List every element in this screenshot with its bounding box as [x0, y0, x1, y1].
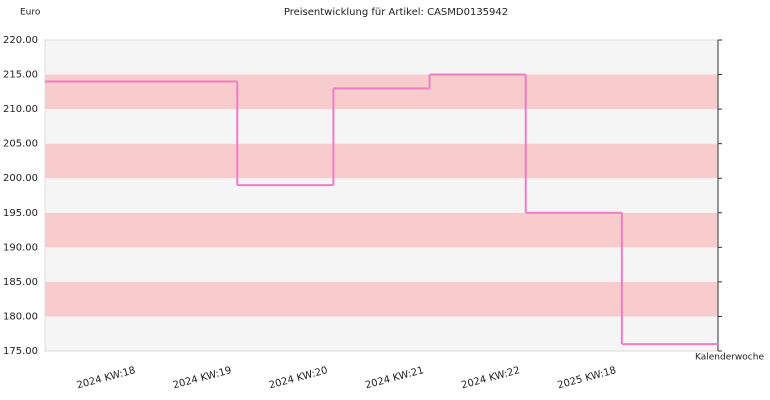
- y-tick-label: 175.00: [3, 346, 38, 357]
- y-tick-label: 180.00: [3, 311, 38, 322]
- x-tick-label: 2024 KW:19: [172, 365, 233, 391]
- y-tick-label: 215.00: [3, 70, 38, 81]
- band: [45, 40, 718, 75]
- x-tick-label: 2025 KW:18: [556, 365, 617, 391]
- x-tick-label: 2024 KW:18: [76, 365, 137, 391]
- x-tick-label: 2024 KW:21: [364, 365, 425, 391]
- band: [45, 281, 718, 317]
- y-tick-label: 220.00: [3, 35, 38, 46]
- band: [45, 247, 718, 282]
- y-tick-label: 195.00: [3, 208, 38, 219]
- band: [45, 109, 718, 144]
- x-axis-label: Kalenderwoche: [695, 353, 764, 363]
- band: [45, 212, 718, 248]
- x-tick-label: 2024 KW:20: [268, 365, 329, 391]
- band: [45, 143, 718, 179]
- y-axis-label: Euro: [20, 8, 41, 18]
- y-tick-label: 200.00: [3, 173, 38, 184]
- x-tick-label: 2024 KW:22: [460, 365, 521, 391]
- y-tick-label: 185.00: [3, 277, 38, 288]
- band: [45, 316, 718, 351]
- y-tick-label: 205.00: [3, 139, 38, 150]
- band: [45, 178, 718, 213]
- y-tick-label: 190.00: [3, 242, 38, 253]
- chart-title: Preisentwicklung für Artikel: CASMD01359…: [284, 7, 508, 18]
- band: [45, 74, 718, 110]
- y-tick-label: 210.00: [3, 104, 38, 115]
